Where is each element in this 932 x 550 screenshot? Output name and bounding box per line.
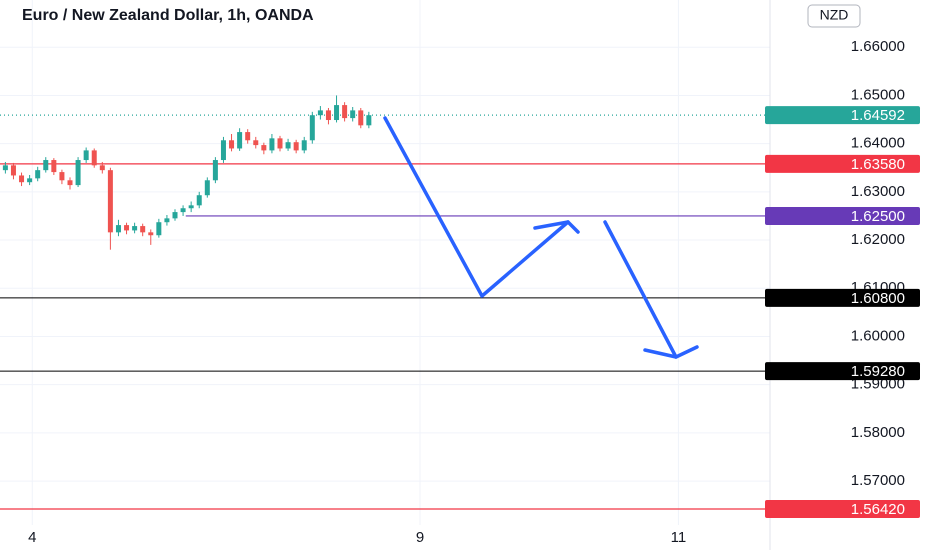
drawn-arrow [383, 116, 699, 359]
price-label: 1.63580 [851, 156, 905, 173]
candle-body [293, 142, 299, 151]
x-tick-label: 11 [671, 529, 687, 546]
candles [2, 95, 372, 250]
candle-body [180, 208, 186, 213]
x-tick-label: 4 [28, 529, 36, 546]
candle-body [107, 170, 113, 233]
y-tick-label: 1.64000 [851, 135, 905, 152]
candle-body [75, 160, 81, 186]
price-label-box [765, 500, 920, 519]
candle-body [204, 180, 210, 196]
candle-body [43, 160, 49, 171]
candle-body [212, 160, 218, 181]
arrow-head [643, 345, 699, 359]
currency[interactable]: NZD [820, 7, 849, 23]
y-tick-label: 1.62000 [851, 231, 905, 248]
y-tick-label: 1.63000 [851, 183, 905, 200]
candle-body [172, 212, 178, 219]
price-label-box [765, 362, 920, 381]
candle-body [188, 205, 194, 209]
x-tick-label: 9 [416, 529, 424, 546]
levels [0, 114, 770, 510]
y-tick-label: 1.60000 [851, 327, 905, 344]
candle-body [334, 105, 340, 121]
candle-body [220, 140, 226, 161]
y-tick-label: 1.66000 [851, 38, 905, 55]
price-label-box [765, 288, 920, 307]
candle-body [27, 178, 33, 183]
candle-body [317, 110, 323, 116]
axes: 1.660001.650001.640001.630001.620001.610… [28, 38, 920, 546]
price-label: 1.64592 [851, 107, 905, 124]
price-label-box [765, 106, 920, 125]
candle-body [99, 165, 105, 171]
candle-body [19, 175, 25, 183]
candle-body [67, 180, 73, 186]
candle-body [124, 225, 130, 231]
candle-body [83, 150, 89, 161]
price-label: 1.62500 [851, 208, 905, 225]
arrow-path [603, 220, 678, 359]
candle-body [2, 165, 8, 171]
candle-body [140, 226, 146, 233]
price-label: 1.60800 [851, 290, 905, 307]
chart-title: Euro / New Zealand Dollar, 1h, OANDA [22, 7, 314, 24]
candle-body [10, 165, 16, 176]
candle-body [301, 140, 307, 151]
candle-body [115, 225, 121, 233]
candle-body [350, 110, 356, 119]
candle-body [253, 140, 259, 146]
candle-body [164, 218, 170, 223]
y-tick-label: 1.58000 [851, 424, 905, 441]
candle-body [35, 170, 41, 179]
candle-body [51, 160, 57, 173]
price-label-box [765, 206, 920, 225]
candle-body [91, 150, 97, 166]
candle-body [277, 138, 283, 149]
y-tick-label: 1.57000 [851, 472, 905, 489]
price-label: 1.59280 [851, 363, 905, 380]
candle-body [269, 138, 275, 151]
candle-body [285, 142, 291, 149]
candle-body [325, 110, 331, 121]
currency-box[interactable] [807, 4, 861, 28]
candle-body [59, 172, 65, 181]
candle-body [366, 115, 372, 126]
price-label-box [765, 154, 920, 173]
candle-body [309, 115, 315, 141]
candle-body [358, 110, 364, 126]
candle-body [229, 140, 235, 149]
candle-body [156, 222, 162, 236]
candle-body [196, 195, 202, 206]
candle-body [237, 132, 243, 149]
candle-body [261, 145, 267, 151]
candle-body [245, 132, 251, 141]
candle-body [132, 226, 138, 231]
candle-body [148, 232, 154, 236]
arrow-path [383, 116, 570, 298]
grid [0, 0, 770, 525]
y-tick-label: 1.65000 [851, 86, 905, 103]
candle-body [342, 105, 348, 119]
arrow-head [533, 220, 580, 234]
price-label: 1.56420 [851, 501, 905, 518]
